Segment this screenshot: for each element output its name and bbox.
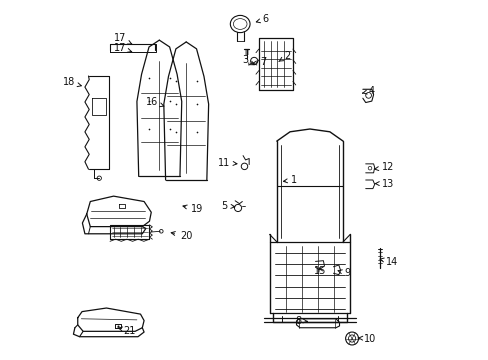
Text: 9: 9 (337, 268, 349, 278)
Text: 20: 20 (171, 231, 192, 240)
Text: 16: 16 (145, 97, 163, 107)
Text: 15: 15 (314, 266, 326, 276)
Text: 18: 18 (63, 77, 81, 87)
Text: 7: 7 (252, 57, 265, 67)
Text: 10: 10 (357, 333, 375, 343)
Text: 14: 14 (379, 257, 398, 267)
Text: 17: 17 (114, 33, 132, 44)
Text: 3: 3 (242, 55, 254, 65)
Text: 13: 13 (375, 179, 393, 189)
Text: 8: 8 (295, 316, 307, 325)
Text: 4: 4 (362, 86, 374, 96)
Text: 5: 5 (221, 201, 234, 211)
Text: 6: 6 (256, 14, 268, 24)
Text: 1: 1 (283, 175, 297, 185)
Text: 17: 17 (114, 43, 131, 53)
Text: 21: 21 (118, 325, 135, 336)
Text: 19: 19 (183, 204, 203, 215)
Text: 11: 11 (218, 158, 237, 168)
Text: 12: 12 (374, 162, 393, 172)
Text: 2: 2 (278, 51, 289, 62)
